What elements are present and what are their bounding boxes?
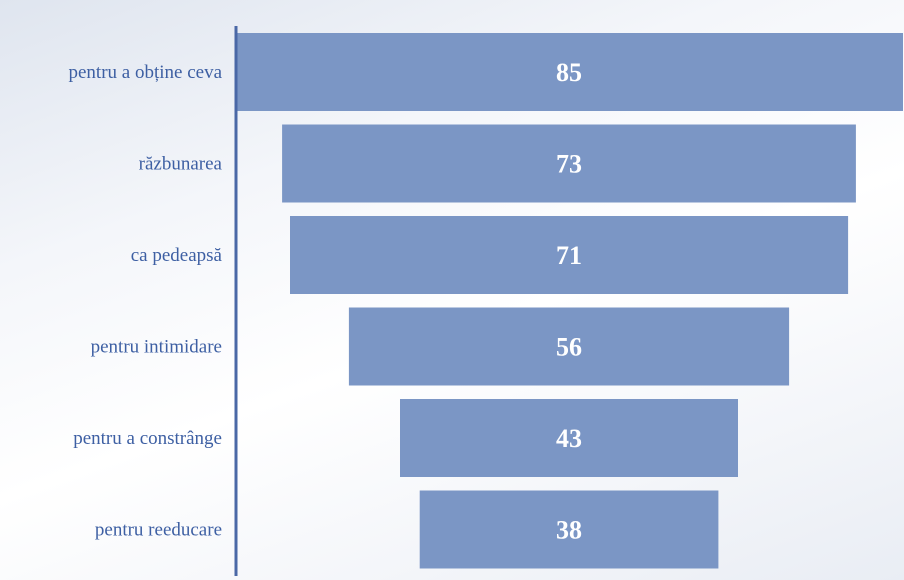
- funnel-bar: [290, 216, 849, 294]
- category-label: pentru reeducare: [95, 520, 222, 541]
- data-label: 73: [556, 150, 582, 179]
- funnel-bar: [400, 399, 738, 477]
- funnel-bar: [234, 33, 903, 111]
- funnel-bar: [419, 490, 719, 569]
- data-label: 71: [556, 241, 582, 270]
- funnel-bar: [348, 307, 790, 386]
- category-label: pentru a constrânge: [73, 428, 222, 449]
- funnel-bar: [282, 124, 856, 203]
- data-label: 38: [556, 516, 582, 545]
- category-label: pentru a obține ceva: [68, 62, 222, 83]
- category-label: pentru intimidare: [91, 337, 222, 358]
- data-label: 56: [556, 333, 582, 362]
- category-label: răzbunarea: [139, 154, 223, 175]
- data-label: 85: [556, 58, 582, 87]
- data-label: 43: [556, 424, 582, 453]
- category-label: ca pedeapsă: [131, 245, 223, 266]
